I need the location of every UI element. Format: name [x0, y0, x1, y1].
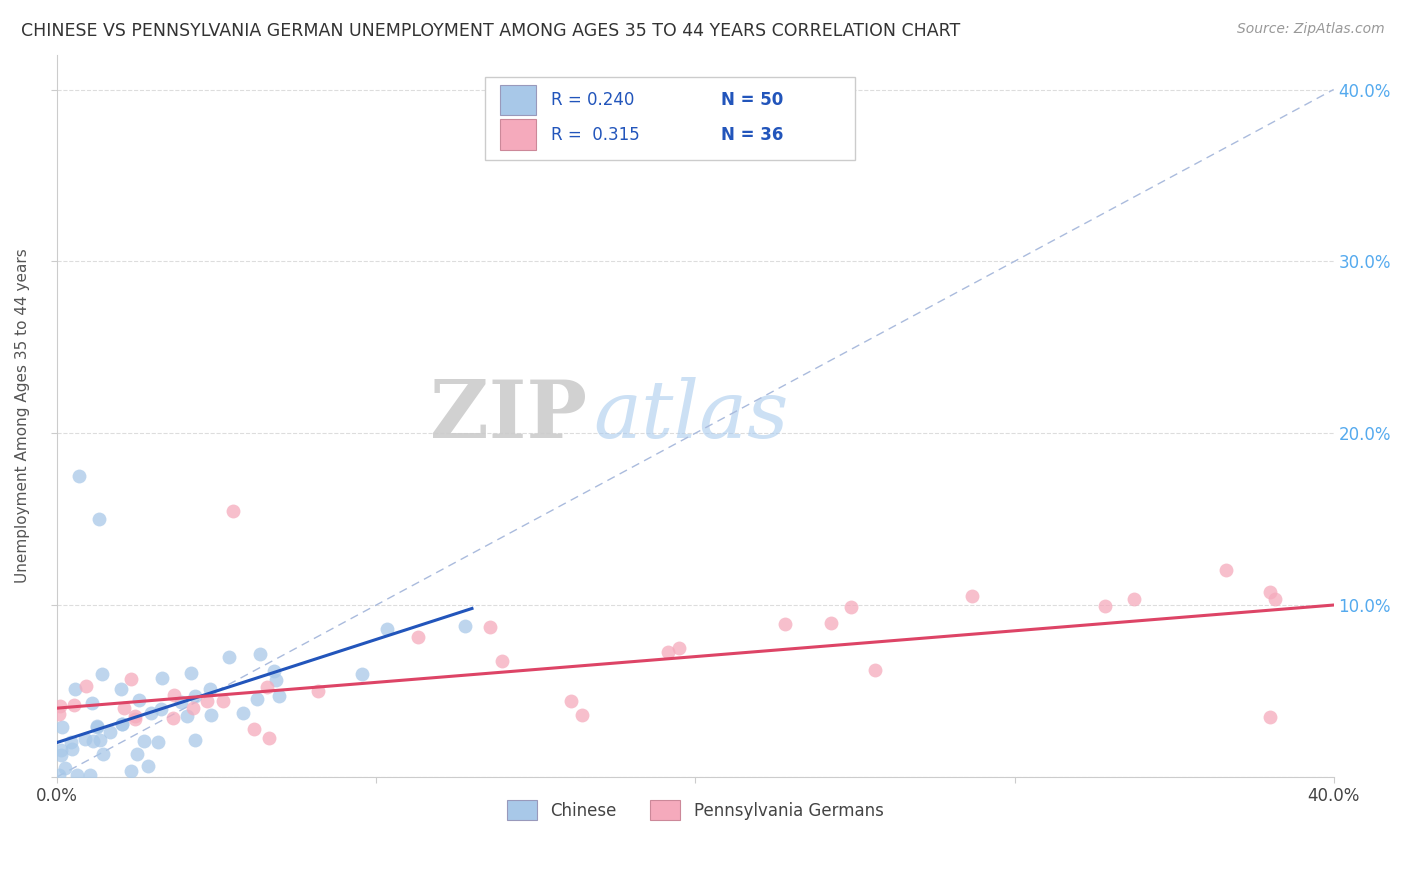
Point — [1264, 592, 1286, 607]
Point — [136, 759, 159, 773]
Point — [200, 707, 222, 722]
Point — [820, 615, 842, 630]
Point — [263, 664, 285, 678]
Point — [90, 666, 112, 681]
Point — [146, 735, 169, 749]
Point — [112, 701, 135, 715]
Point — [259, 731, 281, 745]
Point — [454, 619, 477, 633]
Point — [86, 720, 108, 734]
Point — [256, 680, 278, 694]
Point — [120, 672, 142, 686]
Point — [98, 725, 121, 739]
Point — [89, 733, 111, 747]
Point — [266, 673, 288, 687]
Point — [212, 694, 235, 708]
Point — [87, 512, 110, 526]
Point — [82, 734, 104, 748]
Point — [79, 768, 101, 782]
Point — [139, 706, 162, 721]
Point — [49, 742, 72, 756]
Point — [218, 649, 240, 664]
Point — [124, 712, 146, 726]
Point — [59, 734, 82, 748]
Point — [246, 692, 269, 706]
Point — [1258, 710, 1281, 724]
Point — [1258, 584, 1281, 599]
Point — [179, 666, 201, 681]
Point — [48, 707, 70, 722]
Point — [63, 698, 86, 712]
Point — [125, 747, 148, 761]
Point — [162, 711, 184, 725]
Point — [1123, 591, 1146, 606]
Point — [170, 695, 193, 709]
Point — [1215, 563, 1237, 577]
Point — [350, 666, 373, 681]
Point — [128, 692, 150, 706]
Point — [51, 720, 73, 734]
Text: N = 50: N = 50 — [721, 91, 783, 109]
Point — [65, 768, 87, 782]
Point — [960, 589, 983, 603]
Y-axis label: Unemployment Among Ages 35 to 44 years: Unemployment Among Ages 35 to 44 years — [15, 249, 30, 583]
FancyBboxPatch shape — [485, 77, 855, 160]
Point — [571, 708, 593, 723]
Point — [560, 693, 582, 707]
Bar — [501, 85, 536, 115]
Point — [110, 681, 132, 696]
Point — [243, 723, 266, 737]
Point — [307, 684, 329, 698]
Point — [176, 709, 198, 723]
Point — [1094, 599, 1116, 613]
Text: CHINESE VS PENNSYLVANIA GERMAN UNEMPLOYMENT AMONG AGES 35 TO 44 YEARS CORRELATIO: CHINESE VS PENNSYLVANIA GERMAN UNEMPLOYM… — [21, 22, 960, 40]
Point — [162, 689, 184, 703]
Text: ZIP: ZIP — [430, 377, 586, 455]
Point — [773, 616, 796, 631]
Point — [408, 630, 430, 644]
Point — [149, 702, 172, 716]
Text: R = 0.240: R = 0.240 — [551, 91, 634, 109]
Point — [198, 681, 221, 696]
Point — [269, 690, 291, 704]
Point — [80, 697, 103, 711]
Point — [377, 622, 399, 636]
Point — [48, 768, 70, 782]
Point — [73, 732, 96, 747]
Point — [63, 681, 86, 696]
Point — [668, 640, 690, 655]
Point — [221, 503, 243, 517]
Point — [124, 709, 146, 723]
Point — [839, 599, 862, 614]
Point — [181, 701, 204, 715]
Point — [491, 654, 513, 668]
Text: Source: ZipAtlas.com: Source: ZipAtlas.com — [1237, 22, 1385, 37]
Point — [51, 747, 73, 762]
Point — [479, 620, 502, 634]
Bar — [501, 120, 536, 150]
Point — [184, 689, 207, 703]
Point — [67, 469, 90, 483]
Point — [232, 706, 254, 720]
Point — [195, 694, 218, 708]
Point — [132, 734, 155, 748]
Point — [865, 664, 887, 678]
Point — [150, 671, 173, 685]
Text: N = 36: N = 36 — [721, 126, 783, 144]
Point — [249, 647, 271, 661]
Text: R =  0.315: R = 0.315 — [551, 126, 640, 144]
Point — [53, 761, 76, 775]
Point — [111, 717, 134, 731]
Point — [120, 764, 142, 778]
Point — [111, 717, 134, 731]
Point — [75, 679, 97, 693]
Point — [49, 698, 72, 713]
Point — [60, 741, 83, 756]
Text: atlas: atlas — [593, 377, 789, 455]
Point — [86, 719, 108, 733]
Point — [91, 747, 114, 762]
Legend: Chinese, Pennsylvania Germans: Chinese, Pennsylvania Germans — [501, 794, 890, 826]
Point — [184, 732, 207, 747]
Point — [657, 645, 679, 659]
